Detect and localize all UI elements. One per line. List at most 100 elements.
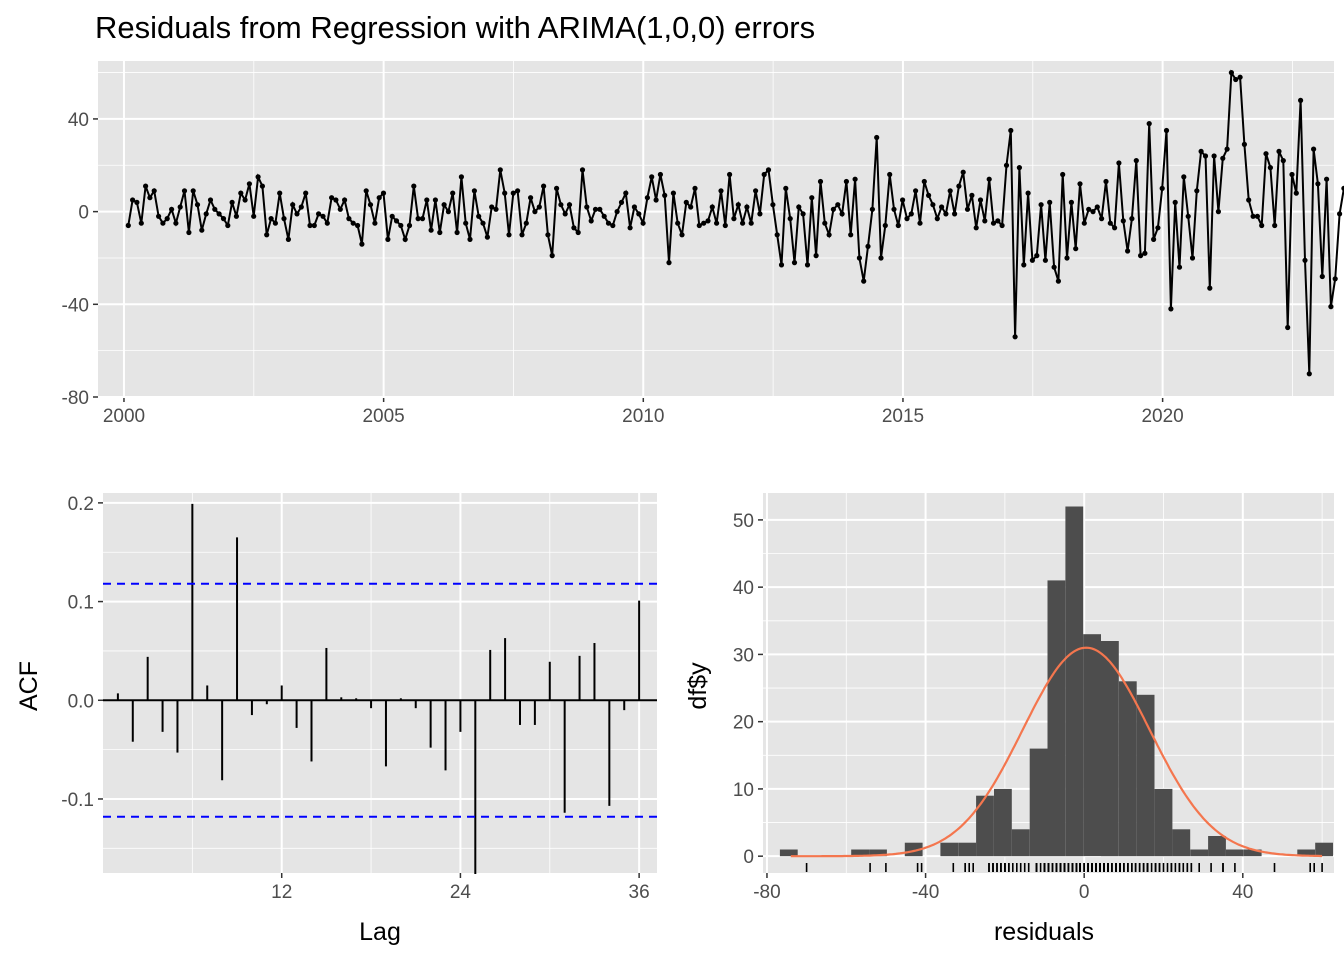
acf-x-tick-label: 36	[629, 882, 650, 903]
residual-point	[264, 232, 270, 238]
residual-point	[186, 229, 192, 236]
residual-point	[778, 262, 785, 268]
residual-point	[999, 222, 1005, 229]
histogram-bar	[1315, 842, 1333, 857]
hist-y-tick-label: 30	[733, 645, 754, 666]
residual-point	[921, 178, 927, 185]
residual-point	[666, 260, 672, 266]
residual-point	[1099, 216, 1105, 222]
histogram-panel: -80 -40 0 40 0 10 20 30 40 50	[733, 493, 1334, 903]
residual-point	[277, 190, 283, 196]
histogram-bar	[1208, 836, 1226, 857]
residual-point	[1337, 211, 1343, 217]
residual-point	[359, 241, 365, 247]
residual-point	[151, 188, 157, 194]
residual-point	[1008, 127, 1014, 134]
histogram-bar	[994, 788, 1012, 857]
residual-point	[1215, 209, 1221, 215]
residual-point	[830, 206, 837, 212]
residual-point	[1311, 146, 1317, 152]
residual-point	[1285, 324, 1291, 331]
residual-point	[406, 222, 413, 229]
residual-point	[342, 197, 348, 203]
residual-point	[160, 220, 166, 226]
residual-point	[1107, 220, 1113, 226]
residual-point	[367, 202, 374, 208]
residual-point	[303, 190, 309, 196]
residual-point	[350, 220, 356, 226]
residual-point	[281, 216, 287, 222]
residual-point	[640, 220, 646, 226]
residual-point	[476, 213, 482, 219]
residual-point	[1328, 304, 1334, 310]
residual-point	[714, 220, 720, 226]
residual-point	[194, 202, 201, 208]
histogram-bar	[958, 842, 977, 857]
residual-point	[419, 216, 426, 222]
residual-point	[173, 220, 179, 226]
residual-point	[878, 255, 884, 261]
residual-point	[1272, 222, 1278, 229]
residual-point	[584, 204, 590, 210]
acf-y-tick-label: 0.2	[68, 494, 94, 515]
residual-point	[1306, 371, 1312, 377]
residual-point	[1280, 158, 1286, 164]
residual-point	[1094, 204, 1100, 210]
residual-point	[670, 190, 677, 196]
ts-x-tick-label: 2005	[362, 406, 404, 427]
residual-point	[1159, 185, 1165, 191]
residual-point	[623, 190, 629, 196]
residual-point	[445, 209, 451, 215]
residual-point	[424, 197, 430, 203]
residual-point	[601, 213, 607, 219]
residual-point	[147, 195, 153, 201]
residual-point	[558, 202, 564, 208]
residual-point	[986, 176, 992, 182]
residual-point	[874, 134, 880, 141]
residual-point	[372, 220, 378, 226]
residual-point	[969, 192, 975, 198]
residual-point	[952, 211, 958, 217]
residual-point	[523, 220, 529, 226]
residual-point	[631, 204, 638, 210]
residual-point	[199, 227, 205, 233]
residual-point	[943, 211, 949, 217]
residual-point	[1138, 253, 1144, 259]
residual-point	[389, 213, 395, 219]
residual-point	[190, 188, 196, 194]
residual-point	[1116, 160, 1122, 166]
residual-point	[1047, 199, 1053, 205]
residual-point	[463, 220, 469, 226]
residual-point	[1250, 213, 1256, 219]
residual-point	[1207, 285, 1213, 291]
residual-point	[1086, 206, 1092, 212]
residual-point	[549, 253, 555, 259]
residual-point	[169, 206, 175, 212]
residual-point	[1198, 148, 1204, 154]
residual-point	[1254, 213, 1260, 219]
residual-point	[913, 188, 919, 194]
residual-point	[290, 202, 296, 208]
residual-point	[1181, 174, 1187, 180]
residual-point	[203, 211, 209, 217]
residual-point	[502, 190, 508, 196]
residual-point	[817, 178, 824, 185]
residual-point	[177, 204, 183, 210]
residual-point	[757, 211, 763, 217]
hist-x-axis-title: residuals	[994, 918, 1094, 946]
histogram-bar	[1136, 694, 1155, 857]
residual-point	[1302, 257, 1308, 263]
ts-y-tick-label: 0	[78, 203, 89, 224]
residual-point	[207, 197, 214, 203]
residual-point	[536, 204, 542, 210]
hist-y-tick-label: 20	[733, 713, 754, 734]
residual-point	[765, 167, 772, 173]
residual-point	[1151, 236, 1157, 242]
residual-point	[1133, 158, 1139, 164]
residual-point	[272, 220, 278, 226]
histogram-bar	[1083, 634, 1101, 857]
residual-point	[506, 232, 512, 238]
residual-point	[415, 216, 421, 222]
hist-y-tick-label: 50	[733, 511, 754, 532]
residual-point	[428, 227, 434, 233]
